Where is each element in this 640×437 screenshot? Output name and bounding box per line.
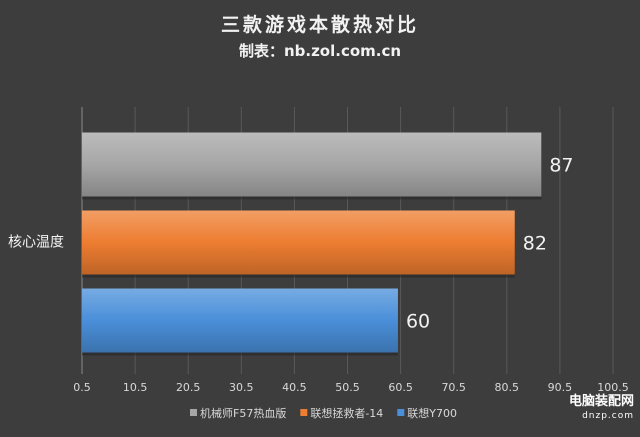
x-tick-label: 0.5 — [73, 381, 91, 394]
chart-subtitle: 制表：nb.zol.com.cn — [238, 42, 402, 60]
bar — [82, 288, 398, 353]
x-tick-label: 60.5 — [388, 381, 413, 394]
legend-label: 机械师F57热血版 — [200, 406, 286, 420]
data-label: 82 — [523, 233, 547, 255]
data-label: 60 — [406, 311, 430, 333]
data-label: 87 — [549, 155, 573, 177]
bar — [82, 210, 515, 275]
x-tick-label: 70.5 — [441, 381, 466, 394]
bar — [82, 132, 542, 197]
x-tick-label: 90.5 — [548, 381, 573, 394]
x-tick-label: 100.5 — [597, 381, 629, 394]
legend-label: 联想Y700 — [407, 406, 457, 420]
x-tick-label: 40.5 — [282, 381, 307, 394]
legend-label: 联想拯救者-14 — [310, 406, 383, 420]
x-tick-label: 30.5 — [229, 381, 254, 394]
category-label: 核心温度 — [8, 235, 64, 251]
watermark-text: 电脑装配网 — [568, 394, 634, 409]
x-tick-label: 20.5 — [176, 381, 201, 394]
legend-swatch — [300, 409, 308, 416]
watermark-url: dnzp.com — [582, 411, 634, 421]
chart-title: 三款游戏本散热对比 — [220, 14, 419, 36]
legend-swatch — [397, 409, 405, 416]
watermark-logo: 电脑装配网 dnzp.com — [569, 395, 634, 423]
legend-swatch — [190, 409, 197, 416]
x-tick-label: 10.5 — [123, 381, 148, 394]
x-tick-label: 80.5 — [495, 381, 520, 394]
x-tick-label: 50.5 — [335, 381, 360, 394]
